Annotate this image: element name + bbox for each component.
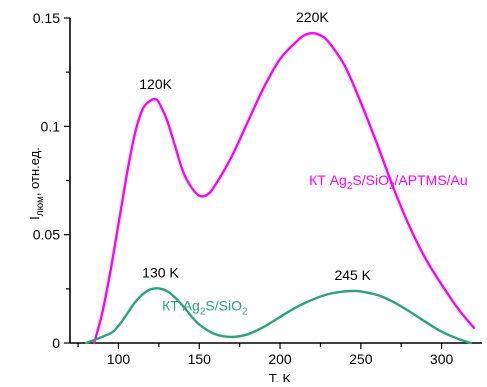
y-tick-label: 0.05 bbox=[33, 227, 60, 243]
x-tick-label: 250 bbox=[349, 351, 373, 367]
x-tick-label: 100 bbox=[107, 351, 131, 367]
series-label-2: КТ Ag2S/SiO2 bbox=[162, 298, 248, 318]
peak-annotation: 130 K bbox=[142, 265, 179, 281]
y-tick-label: 0.1 bbox=[41, 118, 61, 134]
peak-annotation: 220K bbox=[296, 9, 329, 25]
axes: 100 150 200 250 300 0 0.05 0.1 0.15 T, K Iлюм, отн… bbox=[27, 10, 482, 386]
y-tick-label: 0.15 bbox=[33, 10, 60, 26]
y-axis-title: Iлюм, отн.ед. bbox=[27, 147, 46, 220]
series-layer bbox=[85, 32, 476, 345]
peak-annotation: 120K bbox=[139, 76, 172, 92]
y-tick-label: 0 bbox=[52, 335, 60, 351]
x-axis-title: T, K bbox=[269, 371, 292, 382]
x-tick-label: 150 bbox=[188, 351, 212, 367]
x-tick-label: 200 bbox=[268, 351, 292, 367]
peak-annotation: 245 K bbox=[334, 267, 371, 283]
series-line-2 bbox=[85, 287, 472, 345]
label-layer: КТ Ag2S/SiO2/APTMS/Au КТ Ag2S/SiO2 120K 220… bbox=[139, 9, 467, 318]
x-tick-label: 300 bbox=[430, 351, 454, 367]
series-label-1: КТ Ag2S/SiO2/APTMS/Au bbox=[309, 172, 468, 192]
series-line-1 bbox=[93, 32, 476, 345]
